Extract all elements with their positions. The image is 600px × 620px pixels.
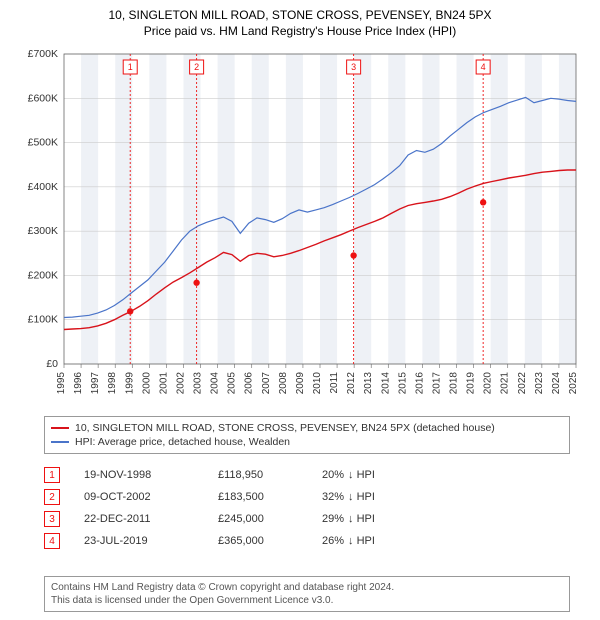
sale-price: £365,000 (218, 535, 298, 547)
svg-text:1998: 1998 (107, 372, 118, 395)
sale-diff-dir: ↓ HPI (348, 469, 375, 481)
svg-text:2009: 2009 (295, 372, 306, 395)
svg-text:2025: 2025 (568, 372, 579, 395)
svg-text:2022: 2022 (517, 372, 528, 395)
footer-line1: Contains HM Land Registry data © Crown c… (51, 581, 563, 594)
svg-text:2004: 2004 (210, 372, 221, 395)
svg-text:£600K: £600K (28, 92, 58, 104)
sale-row: 2 09-OCT-2002 £183,500 32% ↓ HPI (44, 486, 570, 508)
legend-label: 10, SINGLETON MILL ROAD, STONE CROSS, PE… (75, 422, 495, 434)
svg-text:2006: 2006 (244, 372, 255, 395)
svg-text:1995: 1995 (56, 372, 67, 395)
svg-text:2008: 2008 (278, 372, 289, 395)
sale-diff-pct: 26% (322, 535, 344, 547)
svg-text:2019: 2019 (466, 372, 477, 395)
sale-row: 3 22-DEC-2011 £245,000 29% ↓ HPI (44, 508, 570, 530)
sale-date: 22-DEC-2011 (84, 513, 194, 525)
svg-text:£500K: £500K (28, 137, 58, 149)
svg-text:1997: 1997 (90, 372, 101, 395)
sale-diff: 29% ↓ HPI (322, 513, 422, 525)
svg-text:3: 3 (351, 62, 356, 72)
svg-text:2000: 2000 (141, 372, 152, 395)
svg-text:2013: 2013 (363, 372, 374, 395)
footer-line2: This data is licensed under the Open Gov… (51, 594, 563, 607)
sale-diff: 20% ↓ HPI (322, 469, 422, 481)
sale-diff: 26% ↓ HPI (322, 535, 422, 547)
sale-marker-number: 4 (44, 533, 60, 549)
svg-text:1996: 1996 (73, 372, 84, 395)
svg-text:2020: 2020 (483, 372, 494, 395)
sale-diff-dir: ↓ HPI (348, 535, 375, 547)
chart-title-line2: Price paid vs. HM Land Registry's House … (0, 22, 600, 44)
sale-marker-number: 1 (44, 467, 60, 483)
price-chart: £0 £100K £200K £300K £400K £500K £600K £700K 199… (20, 44, 590, 404)
svg-text:2011: 2011 (329, 372, 340, 394)
svg-text:2012: 2012 (346, 372, 357, 395)
svg-text:£300K: £300K (28, 225, 58, 237)
svg-text:2007: 2007 (261, 372, 272, 395)
svg-text:£100K: £100K (28, 314, 58, 326)
legend-label: HPI: Average price, detached house, Weal… (75, 436, 290, 448)
svg-text:£0: £0 (46, 358, 58, 370)
svg-text:£400K: £400K (28, 181, 58, 193)
svg-text:2003: 2003 (193, 372, 204, 395)
svg-text:4: 4 (481, 62, 486, 72)
sale-row: 4 23-JUL-2019 £365,000 26% ↓ HPI (44, 530, 570, 552)
legend-row: HPI: Average price, detached house, Weal… (51, 435, 563, 449)
svg-text:2016: 2016 (414, 372, 425, 395)
sale-diff-pct: 29% (322, 513, 344, 525)
sale-marker-number: 3 (44, 511, 60, 527)
sale-date: 19-NOV-1998 (84, 469, 194, 481)
legend-swatch (51, 427, 69, 429)
legend-row: 10, SINGLETON MILL ROAD, STONE CROSS, PE… (51, 421, 563, 435)
sale-diff-dir: ↓ HPI (348, 491, 375, 503)
sale-diff-dir: ↓ HPI (348, 513, 375, 525)
sale-diff: 32% ↓ HPI (322, 491, 422, 503)
chart-title-line1: 10, SINGLETON MILL ROAD, STONE CROSS, PE… (0, 0, 600, 22)
svg-text:2018: 2018 (449, 372, 460, 395)
sale-diff-pct: 32% (322, 491, 344, 503)
sale-date: 09-OCT-2002 (84, 491, 194, 503)
svg-text:2023: 2023 (534, 372, 545, 395)
legend: 10, SINGLETON MILL ROAD, STONE CROSS, PE… (44, 416, 570, 454)
legend-swatch (51, 441, 69, 443)
sale-price: £183,500 (218, 491, 298, 503)
svg-text:2014: 2014 (380, 372, 391, 395)
chart-area: £0 £100K £200K £300K £400K £500K £600K £700K 199… (20, 44, 590, 404)
svg-text:2024: 2024 (551, 372, 562, 395)
svg-text:2015: 2015 (397, 372, 408, 395)
svg-text:2017: 2017 (431, 372, 442, 395)
sale-row: 1 19-NOV-1998 £118,950 20% ↓ HPI (44, 464, 570, 486)
sale-date: 23-JUL-2019 (84, 535, 194, 547)
svg-text:2001: 2001 (158, 372, 169, 395)
svg-text:1: 1 (128, 62, 133, 72)
svg-text:2010: 2010 (312, 372, 323, 395)
sale-price: £245,000 (218, 513, 298, 525)
sale-marker-number: 2 (44, 489, 60, 505)
svg-text:2: 2 (194, 62, 199, 72)
svg-text:2005: 2005 (227, 372, 238, 395)
footer-attribution: Contains HM Land Registry data © Crown c… (44, 576, 570, 612)
sales-table: 1 19-NOV-1998 £118,950 20% ↓ HPI 2 09-OCT-2002… (44, 464, 570, 552)
sale-price: £118,950 (218, 469, 298, 481)
sale-diff-pct: 20% (322, 469, 344, 481)
svg-text:1999: 1999 (124, 372, 135, 395)
svg-text:£700K: £700K (28, 48, 58, 60)
svg-text:2021: 2021 (500, 372, 511, 395)
svg-text:£200K: £200K (28, 269, 58, 281)
svg-text:2002: 2002 (175, 372, 186, 395)
